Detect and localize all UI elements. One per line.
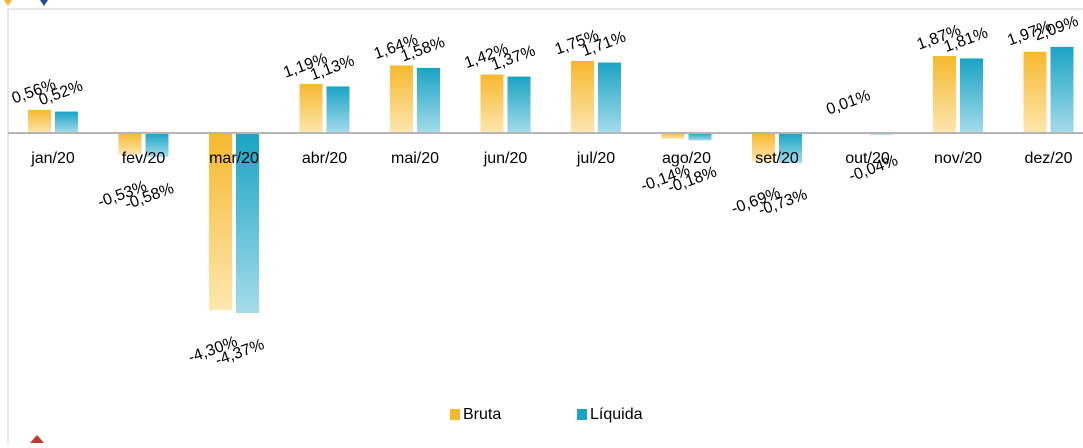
- category-label-mai-20: mai/20: [391, 150, 439, 167]
- category-label-mar-20: mar/20: [209, 150, 259, 167]
- category-label-jul-20: jul/20: [576, 150, 615, 167]
- bar-bruta-jan-20: [28, 109, 51, 133]
- bar-bruta-jun-20: [480, 74, 504, 133]
- bar-liquida-fev-20: [145, 133, 169, 157]
- data-label-bruta-out-20: 0,01%: [824, 87, 872, 118]
- bar-bruta-mai-20: [390, 65, 413, 133]
- bar-bruta-jul-20: [571, 60, 594, 133]
- logo-mark-top: [4, 0, 48, 6]
- bar-bruta-nov-20: [933, 55, 956, 133]
- data-label-liquida-dez-20: 2,09%: [1032, 13, 1080, 44]
- bar-liquida-jan-20: [55, 111, 78, 133]
- legend-label-liquida: Líquida: [590, 406, 643, 423]
- bar-liquida-mai-20: [417, 67, 440, 133]
- category-label-set-20: set/20: [755, 150, 799, 167]
- bars-layer: [28, 46, 1074, 314]
- bar-bruta-ago-20: [661, 133, 685, 139]
- bar-liquida-abr-20: [326, 86, 350, 133]
- category-label-abr-20: abr/20: [302, 150, 347, 167]
- category-labels: jan/20 fev/20 mar/20 abr/20 mai/20 jun/20 jul/…: [30, 150, 1072, 167]
- bar-bruta-fev-20: [118, 133, 142, 155]
- legend-swatch-bruta: [450, 409, 460, 420]
- legend-swatch-liquida: [577, 409, 587, 420]
- category-label-nov-20: nov/20: [934, 150, 982, 167]
- bar-bruta-abr-20: [299, 83, 323, 133]
- bar-liquida-nov-20: [960, 58, 983, 133]
- data-labels: 0,56%0,52%-0,53%-0,58%-4,30%-4,37%1,19%1…: [10, 13, 1081, 370]
- bar-bruta-set-20: [752, 133, 775, 162]
- bar-liquida-mar-20: [236, 133, 259, 314]
- category-label-fev-20: fev/20: [122, 150, 166, 167]
- bar-liquida-jul-20: [598, 62, 621, 133]
- category-label-out-20: out/20: [845, 150, 890, 167]
- legend-label-bruta: Bruta: [463, 406, 501, 423]
- bar-bruta-mar-20: [209, 133, 232, 311]
- bar-liquida-jun-20: [507, 76, 531, 133]
- bar-bruta-dez-20: [1023, 51, 1047, 133]
- category-label-dez-20: dez/20: [1024, 150, 1072, 167]
- category-label-jun-20: jun/20: [483, 150, 528, 167]
- bar-liquida-ago-20: [688, 133, 712, 141]
- bar-liquida-dez-20: [1050, 46, 1074, 133]
- bar-liquida-set-20: [779, 133, 802, 164]
- legend: Bruta Líquida: [450, 406, 643, 423]
- category-label-jan-20: jan/20: [30, 150, 75, 167]
- category-label-ago-20: ago/20: [662, 150, 711, 167]
- logo-mark-bottom: [30, 435, 44, 443]
